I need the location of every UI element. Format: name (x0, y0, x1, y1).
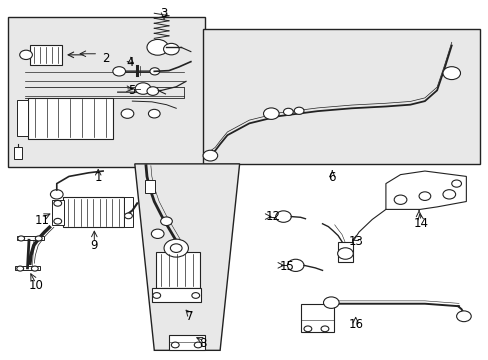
Circle shape (194, 342, 202, 348)
Circle shape (304, 326, 311, 332)
Polygon shape (135, 164, 239, 350)
Bar (15, 266, 40, 270)
Circle shape (418, 192, 430, 201)
Bar (17, 236, 43, 240)
Circle shape (150, 68, 159, 75)
Circle shape (147, 40, 168, 55)
Circle shape (163, 43, 179, 55)
Circle shape (287, 259, 304, 271)
Circle shape (54, 201, 61, 206)
Circle shape (171, 342, 179, 348)
Circle shape (135, 83, 151, 94)
Circle shape (35, 236, 42, 241)
Circle shape (31, 266, 38, 271)
Circle shape (451, 180, 461, 187)
Bar (63, 197, 124, 227)
Text: 12: 12 (264, 210, 280, 223)
Circle shape (17, 266, 23, 271)
Text: 7: 7 (186, 310, 193, 324)
Text: 11: 11 (35, 214, 50, 227)
Text: 14: 14 (413, 217, 427, 230)
Circle shape (170, 244, 182, 252)
Text: 5: 5 (127, 84, 135, 97)
Circle shape (321, 326, 328, 332)
Bar (168, 335, 205, 350)
Polygon shape (385, 171, 466, 210)
Bar (156, 252, 199, 288)
Circle shape (191, 293, 199, 298)
Circle shape (50, 190, 63, 199)
Circle shape (18, 236, 24, 241)
Circle shape (20, 50, 32, 59)
Text: 16: 16 (347, 318, 363, 331)
Circle shape (283, 108, 293, 116)
Circle shape (456, 311, 470, 321)
Circle shape (153, 293, 160, 298)
Bar (203, 30, 479, 164)
Circle shape (147, 87, 158, 95)
Circle shape (294, 107, 304, 114)
Bar (300, 304, 333, 332)
Bar (8, 17, 205, 167)
Text: 3: 3 (160, 7, 167, 20)
Text: 4: 4 (126, 56, 133, 69)
Text: 2: 2 (102, 52, 109, 65)
Text: 15: 15 (280, 260, 294, 273)
Bar (52, 200, 64, 225)
Bar (30, 45, 61, 64)
Text: 8: 8 (199, 337, 206, 350)
Circle shape (151, 229, 163, 238)
Circle shape (263, 108, 279, 120)
Text: 9: 9 (90, 239, 98, 252)
Bar (14, 147, 21, 159)
Text: 1: 1 (94, 171, 102, 184)
Circle shape (113, 67, 125, 76)
Circle shape (442, 67, 460, 80)
Text: 13: 13 (347, 235, 363, 248)
Circle shape (163, 239, 188, 257)
Circle shape (121, 109, 134, 118)
Circle shape (323, 297, 338, 309)
Circle shape (203, 150, 217, 161)
Text: 6: 6 (328, 171, 335, 184)
Circle shape (160, 217, 172, 226)
Circle shape (54, 219, 61, 224)
Bar (124, 197, 133, 227)
Circle shape (124, 213, 132, 219)
Bar (144, 180, 155, 193)
Text: 10: 10 (28, 279, 43, 292)
Circle shape (275, 211, 291, 222)
Circle shape (337, 248, 352, 259)
Bar (337, 242, 352, 262)
Circle shape (148, 109, 160, 118)
Bar (27, 98, 113, 139)
Circle shape (393, 195, 406, 204)
Bar (152, 288, 200, 302)
Bar (17, 100, 27, 136)
Circle shape (442, 190, 455, 199)
